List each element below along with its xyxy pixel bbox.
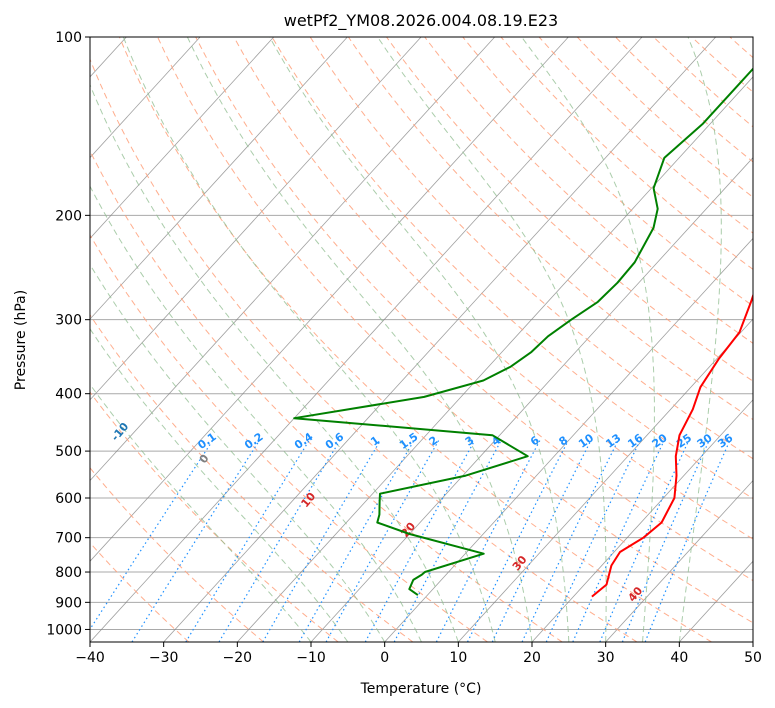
- mixing-ratio-line: [262, 440, 381, 642]
- dry-adiabat-line: [233, 37, 753, 540]
- dry-adiabat-line: [90, 149, 563, 642]
- mixing-ratio-line: [491, 440, 592, 642]
- isotherm-line: [237, 76, 753, 642]
- moist-adiabat-line: [186, 37, 533, 642]
- dry-adiabat-line: [309, 37, 753, 460]
- mixing-ratio-line: [435, 440, 541, 642]
- moist-adiabat-line: [90, 185, 422, 642]
- dry-adiabat-line: [347, 37, 753, 421]
- isotherm-line: [90, 37, 348, 320]
- isotherm-line: [90, 37, 422, 401]
- isotherm-line: [384, 237, 753, 642]
- x-axis-label: Temperature (°C): [360, 681, 482, 697]
- x-tick-label: 30: [597, 650, 615, 666]
- x-tick-label: 10: [449, 650, 467, 666]
- y-tick-label: 1000: [46, 622, 82, 638]
- moist-adiabat-line: [377, 37, 607, 642]
- mixing-ratio-line: [185, 440, 310, 642]
- y-tick-label: 600: [55, 491, 82, 507]
- dry-adiabat-line: [271, 37, 753, 500]
- x-tick-label: 0: [380, 650, 389, 666]
- isotherm-line: [90, 37, 569, 562]
- x-tick-label: −20: [223, 650, 253, 666]
- mixing-ratio-line: [644, 440, 731, 642]
- moist-adiabat-line: [90, 83, 459, 642]
- dry-adiabat-line: [424, 37, 753, 344]
- y-tick-label: 100: [55, 30, 82, 46]
- mixing-ratio-line: [393, 440, 502, 642]
- isotherm-line: [90, 37, 201, 159]
- dry-adiabat-line: [157, 37, 753, 624]
- isotherm-line: [90, 37, 496, 482]
- isotherm-line: [531, 399, 753, 642]
- moist-adiabat-line: [90, 327, 349, 642]
- mixing-ratio-line: [218, 440, 341, 642]
- dry-adiabat-line: [118, 37, 712, 642]
- x-tick-label: 20: [523, 650, 541, 666]
- mixing-ratio-line: [572, 440, 665, 642]
- axes-frame: [89, 36, 754, 643]
- y-tick-label: 300: [55, 313, 82, 329]
- dry-adiabat-line: [90, 314, 414, 642]
- isotherm-line: [163, 37, 717, 642]
- dry-adiabat-line: [500, 37, 753, 270]
- plot-area: 0.10.20.40.611.52346810131620253036-100-…: [90, 37, 753, 642]
- x-tick-label: 50: [744, 650, 762, 666]
- mixing-ratio-line: [521, 440, 619, 642]
- y-tick-label: 400: [55, 387, 82, 403]
- x-tick-label: −30: [149, 650, 179, 666]
- axes-group: −40 −30 −20 −10 0 10 20 30 40 50 100 200 300 400 500 60…: [46, 30, 762, 666]
- y-tick-label: 900: [55, 595, 82, 611]
- x-tick-label: 40: [670, 650, 688, 666]
- temperature-profile: [591, 292, 753, 598]
- isotherm-line: [605, 479, 753, 642]
- moist-adiabat-line: [122, 37, 496, 642]
- y-tick-label: 800: [55, 565, 82, 581]
- mixing-ratio-line: [131, 440, 260, 642]
- y-axis-label: Pressure (hPa): [13, 290, 29, 390]
- y-tick-label: 700: [55, 531, 82, 547]
- dry-adiabat-line: [386, 37, 753, 382]
- mixing-ratio-line: [599, 440, 690, 642]
- isotherm-line: [90, 37, 275, 239]
- moist-adiabat-line: [90, 263, 386, 642]
- moist-adiabat-line: [678, 37, 722, 642]
- isotherm-line: [90, 37, 643, 642]
- y-tick-label: 200: [55, 208, 82, 224]
- x-tick-label: −10: [296, 650, 326, 666]
- chart-title: wetPf2_YM08.2026.004.08.19.E23: [284, 11, 558, 31]
- y-tick-label: 500: [55, 444, 82, 460]
- dry-adiabat-line: [576, 37, 753, 198]
- moist-adiabat-line: [521, 37, 655, 642]
- mixing-ratio-line: [466, 440, 569, 642]
- moist-adiabat-line: [269, 37, 570, 642]
- dry-adiabat-line: [195, 37, 753, 582]
- x-tick-label: −40: [75, 650, 105, 666]
- mixing-ratio-line: [621, 440, 710, 642]
- dry-adiabat-line: [538, 37, 753, 234]
- mixing-ratio-line: [545, 440, 641, 642]
- moist-adiabat-line: [90, 383, 312, 642]
- dewpoint-profile: [293, 67, 753, 596]
